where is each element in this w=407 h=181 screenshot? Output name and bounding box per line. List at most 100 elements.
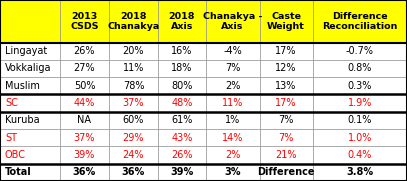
Bar (109, 112, 158, 129)
Text: 17%: 17% (276, 98, 297, 108)
Text: 13%: 13% (276, 81, 297, 91)
Text: 2018
Chanakya: 2018 Chanakya (107, 12, 160, 31)
Bar (109, 164, 158, 181)
Bar (206, 43, 260, 60)
Text: 1.0%: 1.0% (348, 133, 372, 143)
Bar (109, 77, 158, 94)
Text: 20%: 20% (123, 46, 144, 56)
Bar (60, 146, 109, 164)
Bar (313, 112, 407, 129)
Text: 80%: 80% (171, 81, 193, 91)
Text: Lingayat: Lingayat (5, 46, 47, 56)
Text: 17%: 17% (276, 46, 297, 56)
Text: 0.4%: 0.4% (348, 150, 372, 160)
Text: 3.8%: 3.8% (346, 167, 373, 177)
Text: 43%: 43% (171, 133, 193, 143)
Bar (158, 94, 206, 112)
Bar (313, 94, 407, 112)
Bar (260, 77, 313, 94)
Text: 39%: 39% (170, 167, 194, 177)
Text: SC: SC (5, 98, 18, 108)
Bar (158, 146, 206, 164)
Bar (0, 112, 60, 129)
Text: 11%: 11% (123, 64, 144, 73)
Bar (109, 43, 158, 60)
Bar (158, 164, 206, 181)
Text: 36%: 36% (122, 167, 145, 177)
Text: 12%: 12% (276, 64, 297, 73)
Text: -0.7%: -0.7% (346, 46, 374, 56)
Bar (260, 112, 313, 129)
Text: 0.8%: 0.8% (348, 64, 372, 73)
Text: 3%: 3% (224, 167, 241, 177)
Text: 29%: 29% (123, 133, 144, 143)
Bar (0, 77, 60, 94)
Text: 78%: 78% (123, 81, 144, 91)
Text: 2%: 2% (225, 150, 240, 160)
Text: Muslim: Muslim (5, 81, 40, 91)
Text: 26%: 26% (74, 46, 95, 56)
Text: 37%: 37% (74, 133, 95, 143)
Bar (60, 0, 109, 43)
Bar (60, 43, 109, 60)
Text: 1%: 1% (225, 115, 240, 125)
Text: Difference
Reconciliation: Difference Reconciliation (322, 12, 398, 31)
Text: Chanakya -
Axis: Chanakya - Axis (203, 12, 262, 31)
Bar (0, 164, 60, 181)
Bar (260, 0, 313, 43)
Bar (260, 129, 313, 146)
Text: 0.3%: 0.3% (348, 81, 372, 91)
Bar (260, 43, 313, 60)
Bar (313, 77, 407, 94)
Text: 11%: 11% (222, 98, 243, 108)
Bar (0, 146, 60, 164)
Text: Caste
Weight: Caste Weight (267, 12, 305, 31)
Text: 48%: 48% (171, 98, 193, 108)
Bar (60, 60, 109, 77)
Text: NA: NA (77, 115, 92, 125)
Text: Total: Total (5, 167, 32, 177)
Bar (60, 129, 109, 146)
Text: 2013
CSDS: 2013 CSDS (70, 12, 99, 31)
Bar (60, 164, 109, 181)
Bar (158, 112, 206, 129)
Bar (109, 94, 158, 112)
Text: ST: ST (5, 133, 17, 143)
Text: 2%: 2% (225, 81, 240, 91)
Bar (109, 0, 158, 43)
Text: 1.9%: 1.9% (348, 98, 372, 108)
Bar (260, 164, 313, 181)
Text: 2018
Axis: 2018 Axis (168, 12, 195, 31)
Text: Vokkaliga: Vokkaliga (5, 64, 51, 73)
Bar (206, 146, 260, 164)
Bar (260, 60, 313, 77)
Bar (206, 164, 260, 181)
Bar (158, 129, 206, 146)
Bar (158, 77, 206, 94)
Bar (313, 164, 407, 181)
Text: 37%: 37% (123, 98, 144, 108)
Bar (158, 0, 206, 43)
Bar (60, 77, 109, 94)
Bar (206, 112, 260, 129)
Text: 7%: 7% (225, 64, 240, 73)
Bar (109, 60, 158, 77)
Bar (60, 94, 109, 112)
Text: 50%: 50% (74, 81, 95, 91)
Text: 21%: 21% (276, 150, 297, 160)
Bar (313, 60, 407, 77)
Bar (0, 94, 60, 112)
Text: Difference: Difference (257, 167, 315, 177)
Text: 0.1%: 0.1% (348, 115, 372, 125)
Bar (313, 146, 407, 164)
Text: 7%: 7% (278, 133, 294, 143)
Bar (60, 112, 109, 129)
Text: 24%: 24% (123, 150, 144, 160)
Text: OBC: OBC (5, 150, 26, 160)
Bar (206, 0, 260, 43)
Text: 14%: 14% (222, 133, 243, 143)
Bar (313, 0, 407, 43)
Bar (313, 129, 407, 146)
Bar (0, 0, 60, 43)
Bar (0, 129, 60, 146)
